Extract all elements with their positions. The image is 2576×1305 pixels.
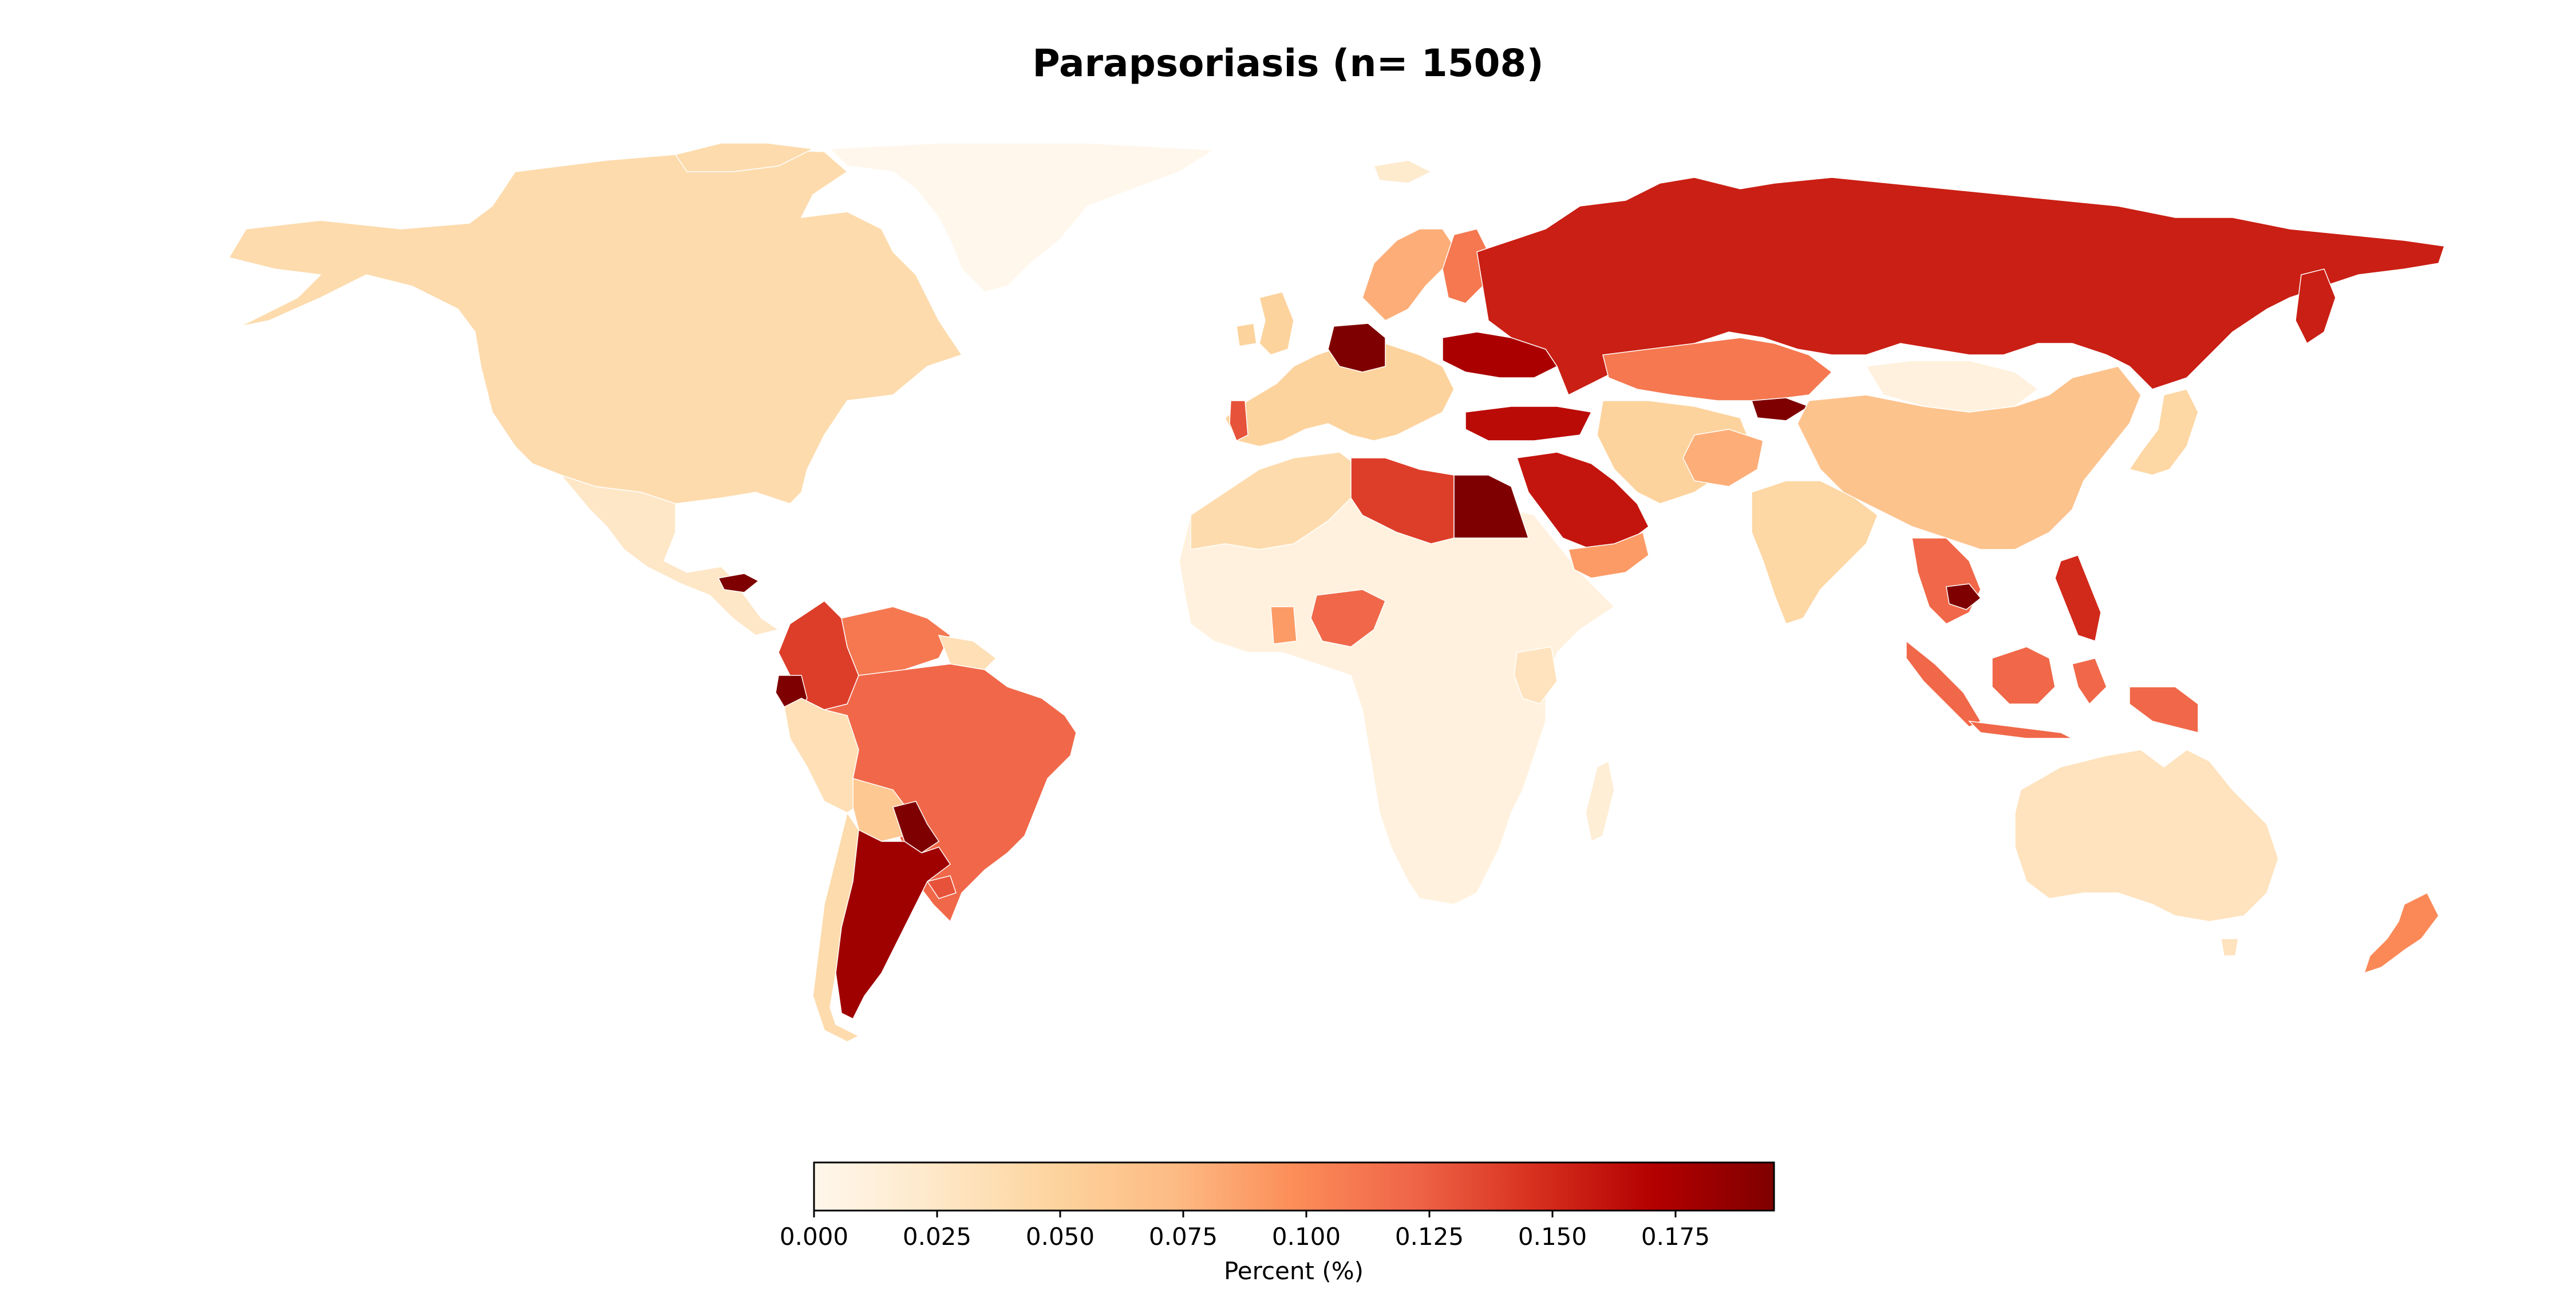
region-mexico bbox=[559, 474, 780, 636]
colorbar-tick-label: 0.000 bbox=[780, 1223, 848, 1251]
region-uruguay bbox=[926, 875, 957, 899]
region-argentina bbox=[835, 829, 951, 1020]
region-australia bbox=[2014, 749, 2279, 922]
region-africa bbox=[1179, 486, 1615, 905]
colorbar-ticks: 0.000 0.025 0.050 0.075 0.100 0.125 0.150 0.175 bbox=[780, 1211, 1710, 1251]
region-sulawesi bbox=[2072, 658, 2107, 705]
region-china bbox=[1797, 366, 2142, 550]
region-western-europe bbox=[1224, 343, 1455, 447]
region-finland bbox=[1442, 228, 1489, 304]
region-madagascar bbox=[1585, 760, 1615, 843]
region-turkey bbox=[1465, 406, 1593, 441]
colorbar-gradient bbox=[813, 1161, 1775, 1212]
region-egypt bbox=[1453, 474, 1530, 539]
region-tasmania bbox=[2221, 938, 2239, 956]
region-mongolia bbox=[1865, 360, 2039, 413]
region-portugal bbox=[1229, 400, 1249, 442]
region-new-guinea bbox=[2129, 686, 2199, 733]
region-sumatra bbox=[1906, 640, 1982, 727]
region-svalbard bbox=[1373, 160, 1432, 184]
region-greenland bbox=[829, 143, 1215, 292]
region-guianas bbox=[938, 635, 997, 670]
region-arctic-islands bbox=[674, 143, 815, 172]
region-japan bbox=[2128, 389, 2199, 476]
region-oman bbox=[1568, 531, 1649, 579]
colorbar-tick-label: 0.075 bbox=[1149, 1223, 1218, 1251]
world-map bbox=[228, 143, 2445, 1042]
region-cambodia bbox=[1946, 583, 1982, 610]
colorbar-tick-label: 0.125 bbox=[1395, 1223, 1464, 1251]
region-uk bbox=[1259, 291, 1294, 355]
region-java bbox=[1967, 720, 2073, 739]
region-germany bbox=[1327, 323, 1386, 373]
region-bolivia bbox=[852, 778, 911, 842]
region-india bbox=[1751, 480, 1878, 624]
colorbar-tick-label: 0.175 bbox=[1641, 1223, 1710, 1251]
region-philippines bbox=[2055, 555, 2101, 642]
region-libya bbox=[1350, 457, 1455, 544]
colorbar-tick-label: 0.025 bbox=[903, 1223, 971, 1251]
region-nigeria bbox=[1310, 589, 1386, 647]
region-brazil bbox=[824, 663, 1077, 923]
colorbar-tick-label: 0.100 bbox=[1272, 1223, 1341, 1251]
region-indonesia bbox=[1992, 646, 2056, 705]
region-kenya bbox=[1514, 646, 1558, 705]
colorbar-tick-label: 0.150 bbox=[1518, 1223, 1587, 1251]
region-kamchatka bbox=[2295, 268, 2336, 345]
region-kyrgyzstan bbox=[1751, 397, 1810, 421]
region-ireland bbox=[1236, 323, 1257, 347]
region-kazakhstan bbox=[1602, 337, 1833, 401]
map-title: Parapsoriasis (n= 1508) bbox=[1032, 41, 1544, 85]
colorbar-tick-label: 0.050 bbox=[1026, 1223, 1095, 1251]
region-new-zealand bbox=[2363, 892, 2439, 974]
region-honduras bbox=[717, 573, 760, 593]
region-afghanistan bbox=[1682, 429, 1764, 487]
region-venezuela bbox=[841, 606, 951, 676]
colorbar-label: Percent (%) bbox=[1224, 1257, 1364, 1285]
region-ghana bbox=[1270, 606, 1297, 644]
